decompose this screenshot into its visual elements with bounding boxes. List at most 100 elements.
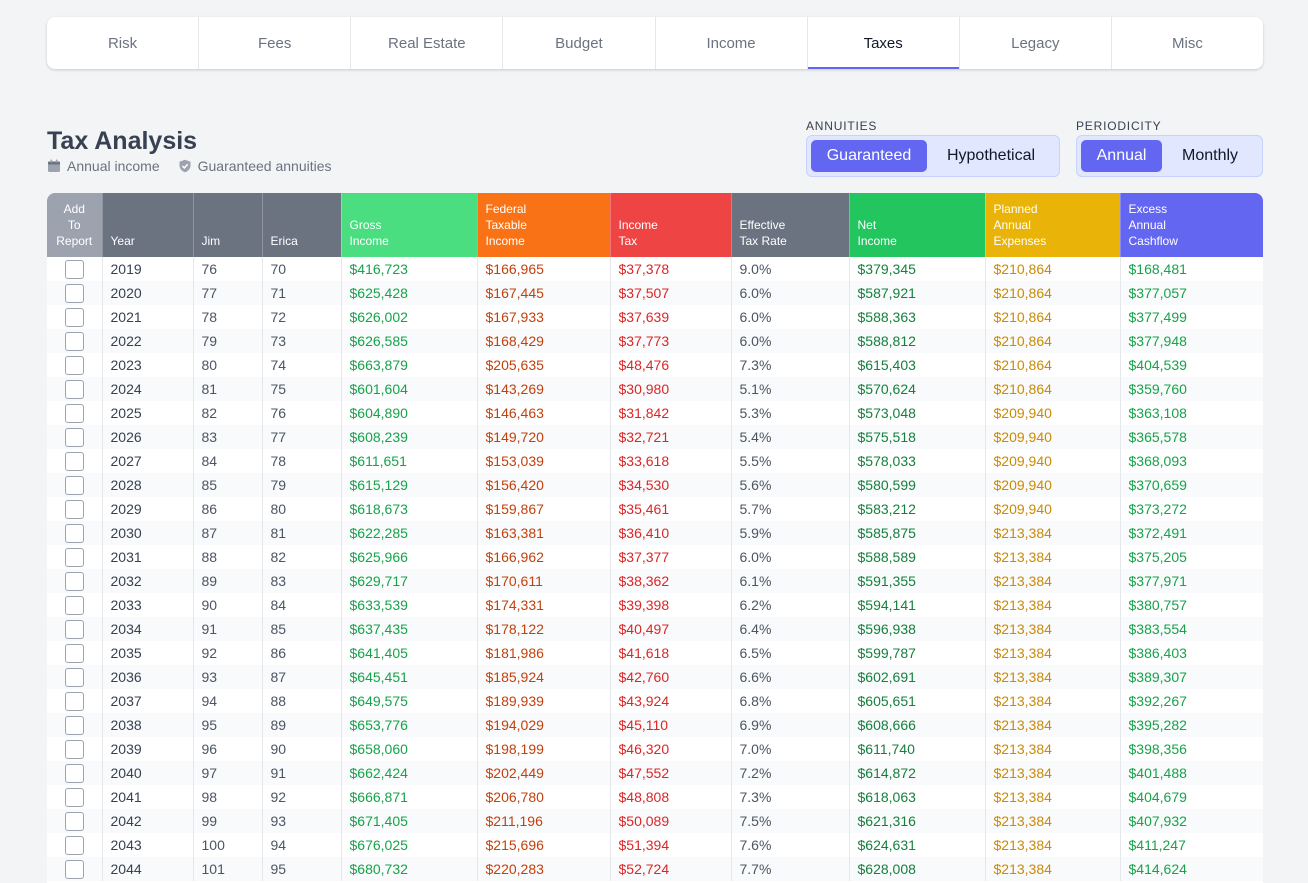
add-to-report-checkbox[interactable] — [64, 715, 84, 735]
income-tax-cell: $43,924 — [610, 689, 732, 713]
federal-taxable-income-cell: $163,381 — [477, 521, 611, 545]
tab-legacy[interactable]: Legacy — [960, 17, 1112, 69]
table-row: 2024 81 75 $601,604 $143,269 $30,980 5.1% $570,… — [47, 377, 1263, 401]
effective-tax-rate-cell: 7.2% — [731, 761, 850, 785]
add-to-report-checkbox[interactable] — [64, 547, 84, 567]
add-to-report-cell — [47, 473, 103, 497]
add-to-report-checkbox[interactable] — [64, 427, 84, 447]
add-to-report-checkbox[interactable] — [64, 811, 84, 831]
table-row: 2033 90 84 $633,539 $174,331 $39,398 6.2% $594,… — [47, 593, 1263, 617]
add-to-report-checkbox[interactable] — [64, 667, 84, 687]
federal-taxable-income-cell: $174,331 — [477, 593, 611, 617]
add-to-report-checkbox[interactable] — [64, 523, 84, 543]
add-to-report-checkbox[interactable] — [64, 571, 84, 591]
col-header-gross: Gross Income — [341, 193, 478, 257]
add-to-report-checkbox[interactable] — [64, 379, 84, 399]
year-cell: 2031 — [102, 545, 194, 569]
federal-taxable-income-cell: $156,420 — [477, 473, 611, 497]
federal-taxable-income-cell: $159,867 — [477, 497, 611, 521]
add-to-report-cell — [47, 809, 103, 833]
tab-fees[interactable]: Fees — [199, 17, 352, 69]
effective-tax-rate-cell: 5.1% — [731, 377, 850, 401]
add-to-report-checkbox[interactable] — [64, 475, 84, 495]
periodicity-toggle: Annual Monthly — [1076, 135, 1263, 177]
excess-cashflow-cell: $377,948 — [1120, 329, 1263, 353]
effective-tax-rate-cell: 5.3% — [731, 401, 850, 425]
add-to-report-cell — [47, 497, 103, 521]
add-to-report-checkbox[interactable] — [64, 643, 84, 663]
annuities-guaranteed-option[interactable]: Guaranteed — [811, 140, 927, 172]
income-tax-cell: $32,721 — [610, 425, 732, 449]
add-to-report-checkbox[interactable] — [64, 835, 84, 855]
income-tax-cell: $45,110 — [610, 713, 732, 737]
add-to-report-checkbox[interactable] — [64, 859, 84, 879]
tab-taxes[interactable]: Taxes — [807, 17, 960, 69]
add-to-report-cell — [47, 617, 103, 641]
col-header-year: Year — [102, 193, 194, 257]
add-to-report-checkbox[interactable] — [64, 355, 84, 375]
tab-income[interactable]: Income — [656, 17, 808, 69]
jim-age-cell: 89 — [193, 569, 263, 593]
add-to-report-checkbox[interactable] — [64, 403, 84, 423]
excess-cashflow-cell: $365,578 — [1120, 425, 1263, 449]
planned-expenses-cell: $213,384 — [985, 521, 1121, 545]
annuities-hypothetical-option[interactable]: Hypothetical — [946, 147, 1036, 164]
federal-taxable-income-cell: $205,635 — [477, 353, 611, 377]
jim-age-cell: 95 — [193, 713, 263, 737]
add-to-report-checkbox[interactable] — [64, 451, 84, 471]
tab-real-estate[interactable]: Real Estate — [351, 17, 504, 69]
add-to-report-checkbox[interactable] — [64, 283, 84, 303]
erica-age-cell: 75 — [262, 377, 342, 401]
year-cell: 2034 — [102, 617, 194, 641]
effective-tax-rate-cell: 6.8% — [731, 689, 850, 713]
add-to-report-checkbox[interactable] — [64, 739, 84, 759]
jim-age-cell: 87 — [193, 521, 263, 545]
add-to-report-checkbox[interactable] — [64, 763, 84, 783]
add-to-report-checkbox[interactable] — [64, 499, 84, 519]
periodicity-monthly-option[interactable]: Monthly — [1182, 147, 1239, 164]
excess-cashflow-cell: $386,403 — [1128, 645, 1187, 661]
add-to-report-cell — [47, 761, 103, 785]
add-to-report-checkbox[interactable] — [64, 619, 84, 639]
income-tax-cell: $52,724 — [610, 857, 732, 881]
erica-age-cell: 93 — [262, 809, 342, 833]
gross-income-cell: $625,428 — [341, 281, 478, 305]
erica-age-cell: 87 — [262, 665, 342, 689]
effective-tax-rate-cell: 7.0% — [731, 737, 850, 761]
jim-age-cell: 98 — [193, 785, 263, 809]
add-to-report-checkbox[interactable] — [64, 307, 84, 327]
excess-cashflow-cell: $389,307 — [1120, 665, 1263, 689]
add-to-report-checkbox[interactable] — [64, 331, 84, 351]
federal-taxable-income-cell: $181,986 — [477, 641, 611, 665]
year-cell: 2024 — [102, 377, 194, 401]
shield-check-icon — [179, 159, 191, 173]
tab-misc[interactable]: Misc — [1172, 34, 1203, 52]
federal-taxable-income-cell: $143,269 — [477, 377, 611, 401]
net-income-cell: $588,812 — [849, 329, 986, 353]
add-to-report-cell — [47, 593, 103, 617]
federal-taxable-income-cell: $153,039 — [477, 449, 611, 473]
table-row: 2035 92 86 $641,405 $181,986 $41,618 6.5% $599,… — [47, 641, 1263, 665]
tab-budget[interactable]: Budget — [503, 17, 656, 69]
periodicity-annual-option[interactable]: Annual — [1081, 140, 1163, 172]
year-cell: 2044 — [102, 857, 194, 881]
add-to-report-cell — [47, 689, 103, 713]
effective-tax-rate-cell: 7.3% — [731, 785, 850, 809]
excess-cashflow-cell: $359,760 — [1120, 377, 1263, 401]
effective-tax-rate-cell: 7.5% — [731, 809, 850, 833]
income-tax-cell: $48,476 — [610, 353, 732, 377]
add-to-report-checkbox[interactable] — [64, 595, 84, 615]
erica-age-cell: 79 — [262, 473, 342, 497]
tab-risk[interactable]: Risk — [47, 17, 200, 69]
year-cell: 2037 — [102, 689, 194, 713]
add-to-report-checkbox[interactable] — [64, 691, 84, 711]
year-cell: 2023 — [102, 353, 194, 377]
add-to-report-checkbox[interactable] — [64, 787, 84, 807]
net-income-cell: $591,355 — [849, 569, 986, 593]
annual-income-info: Annual income — [47, 158, 160, 174]
erica-age-cell: 85 — [262, 617, 342, 641]
erica-age-cell: 90 — [262, 737, 342, 761]
col-header-net: Net Income — [849, 193, 986, 257]
page-title: Tax Analysis — [47, 127, 198, 155]
add-to-report-checkbox[interactable] — [64, 259, 84, 279]
